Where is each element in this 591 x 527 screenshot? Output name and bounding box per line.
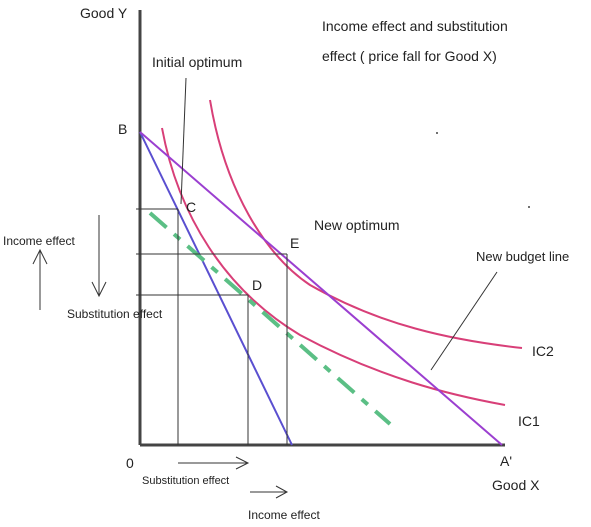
point-b-label: B <box>118 121 127 137</box>
substitution-effect-down-arrow <box>91 215 107 298</box>
new-optimum-label: New optimum <box>314 217 400 233</box>
x-axis-label: Good X <box>492 477 540 493</box>
new-budget-line-label: New budget line <box>476 249 569 264</box>
guide-lines <box>136 208 288 445</box>
point-a-prime-label: A' <box>500 453 512 469</box>
initial-optimum-label: Initial optimum <box>152 54 242 70</box>
stray-dot <box>528 206 530 208</box>
stray-dot <box>436 132 438 134</box>
initial-optimum-pointer <box>180 77 187 205</box>
point-e-label: E <box>290 235 299 251</box>
y-axis-label: Good Y <box>80 5 128 21</box>
original-budget-line <box>139 131 293 446</box>
ic1-curve <box>161 127 506 406</box>
origin-label: 0 <box>126 455 134 471</box>
income-effect-left-label: Income effect <box>3 234 75 248</box>
income-effect-right-arrow <box>250 485 289 499</box>
title-line-1: Income effect and substitution <box>322 18 508 34</box>
ic2-label: IC2 <box>532 343 554 359</box>
substitution-effect-right-arrow <box>178 456 250 470</box>
compensated-budget-line <box>148 211 392 426</box>
title-line-2: effect ( price fall for Good X) <box>322 48 497 64</box>
point-d-label: D <box>252 277 262 293</box>
new-budget-line-pointer <box>430 271 498 371</box>
income-effect-bottom-label: Income effect <box>248 508 320 522</box>
substitution-effect-left-label: Substitution effect <box>67 307 163 321</box>
ic1-label: IC1 <box>518 413 540 429</box>
point-c-label: C <box>186 199 196 215</box>
new-budget-line <box>139 131 503 446</box>
substitution-effect-bottom-label: Substitution effect <box>142 475 229 487</box>
ic2-curve <box>209 99 523 349</box>
income-effect-up-arrow <box>32 248 48 310</box>
